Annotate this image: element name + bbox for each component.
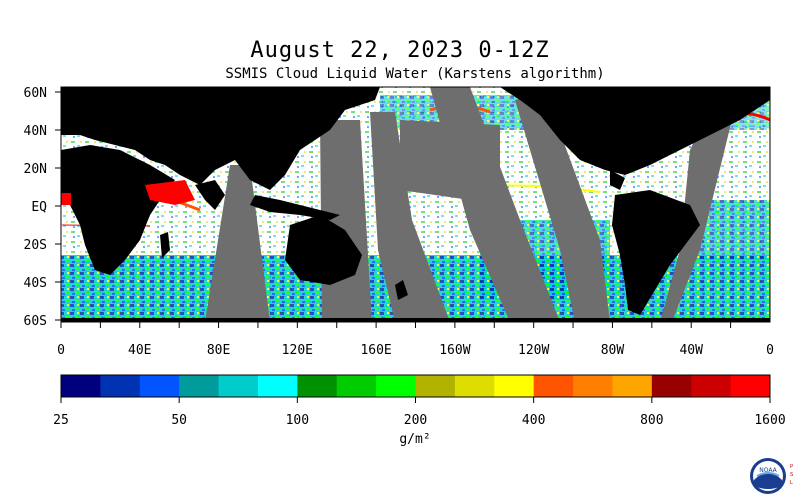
india-landmass — [195, 180, 225, 210]
colorbar-swatch — [297, 375, 338, 397]
north-america-landmass — [500, 87, 770, 175]
lat-label: 60N — [24, 86, 47, 101]
lon-label: 120E — [282, 343, 313, 358]
colorbar-swatch — [61, 375, 101, 397]
swath-gaps — [205, 87, 740, 322]
colorbar-swatch — [336, 375, 377, 397]
latitude-axis: 60N 40N 20N EQ 20S 40S 60S — [24, 86, 61, 329]
colorbar-swatch — [691, 375, 732, 397]
colorbar-tick-label: 50 — [171, 413, 187, 428]
land-masses — [61, 87, 770, 322]
colorbar-tick-label: 100 — [286, 413, 309, 428]
central-america-landmass — [610, 170, 625, 190]
colorbar-labels: 25 50 100 200 400 800 1600 — [53, 397, 786, 428]
lat-label: EQ — [31, 200, 47, 215]
logo-text: NOAA — [759, 467, 777, 474]
map-area — [61, 87, 770, 322]
colorbar-swatch — [730, 375, 771, 397]
lon-label: 160E — [360, 343, 391, 358]
colorbar-swatch — [651, 375, 692, 397]
colorbar-swatch — [218, 375, 259, 397]
longitude-axis: 0 40E 80E 120E 160E 160W 120W 80W 40W 0 — [57, 322, 774, 358]
colorbar-unit: g/m² — [399, 432, 430, 447]
colorbar-swatch — [139, 375, 180, 397]
colorbar-swatch — [257, 375, 298, 397]
chart-title: August 22, 2023 0-12Z — [250, 38, 550, 63]
lon-label: 0 — [57, 343, 65, 358]
colorbar-swatch — [376, 375, 416, 397]
colorbar-swatch — [100, 375, 141, 397]
lon-label: 120W — [518, 343, 549, 358]
high-value-patch — [145, 180, 195, 205]
africa-landmass — [61, 145, 175, 275]
lat-label: 20S — [24, 238, 47, 253]
chart-subtitle: SSMIS Cloud Liquid Water (Karstens algor… — [225, 66, 605, 82]
colorbar-swatch — [612, 375, 653, 397]
lat-label: 40S — [24, 276, 47, 291]
south-america-landmass — [612, 190, 700, 315]
lon-label: 0 — [766, 343, 774, 358]
svg-text:S: S — [790, 472, 793, 478]
lat-label: 60S — [24, 314, 47, 329]
indonesia-islands — [250, 195, 340, 220]
svg-text:P: P — [790, 464, 793, 470]
lon-label: 80E — [207, 343, 230, 358]
new-zealand-landmass — [395, 280, 408, 300]
svg-text:L: L — [790, 480, 793, 486]
lat-label: 40N — [24, 124, 47, 139]
madagascar-landmass — [160, 232, 170, 258]
lon-label: 40E — [128, 343, 151, 358]
lat-label: 20N — [24, 162, 47, 177]
colorbar — [61, 375, 771, 397]
colorbar-swatch — [179, 375, 220, 397]
colorbar-swatch — [494, 375, 535, 397]
colorbar-swatch — [454, 375, 495, 397]
australia-landmass — [285, 215, 362, 285]
lon-label: 160W — [439, 343, 470, 358]
colorbar-tick-label: 1600 — [754, 413, 785, 428]
lon-label: 80W — [601, 343, 625, 358]
colorbar-tick-label: 400 — [522, 413, 545, 428]
colorbar-swatch — [533, 375, 574, 397]
eurasia-landmass — [61, 87, 380, 190]
colorbar-tick-label: 25 — [53, 413, 69, 428]
colorbar-tick-label: 200 — [404, 413, 427, 428]
colorbar-swatch — [573, 375, 613, 397]
lon-label: 40W — [679, 343, 703, 358]
noaa-logo: NOAA P S L — [750, 458, 793, 494]
colorbar-tick-label: 800 — [640, 413, 663, 428]
colorbar-swatch — [415, 375, 456, 397]
